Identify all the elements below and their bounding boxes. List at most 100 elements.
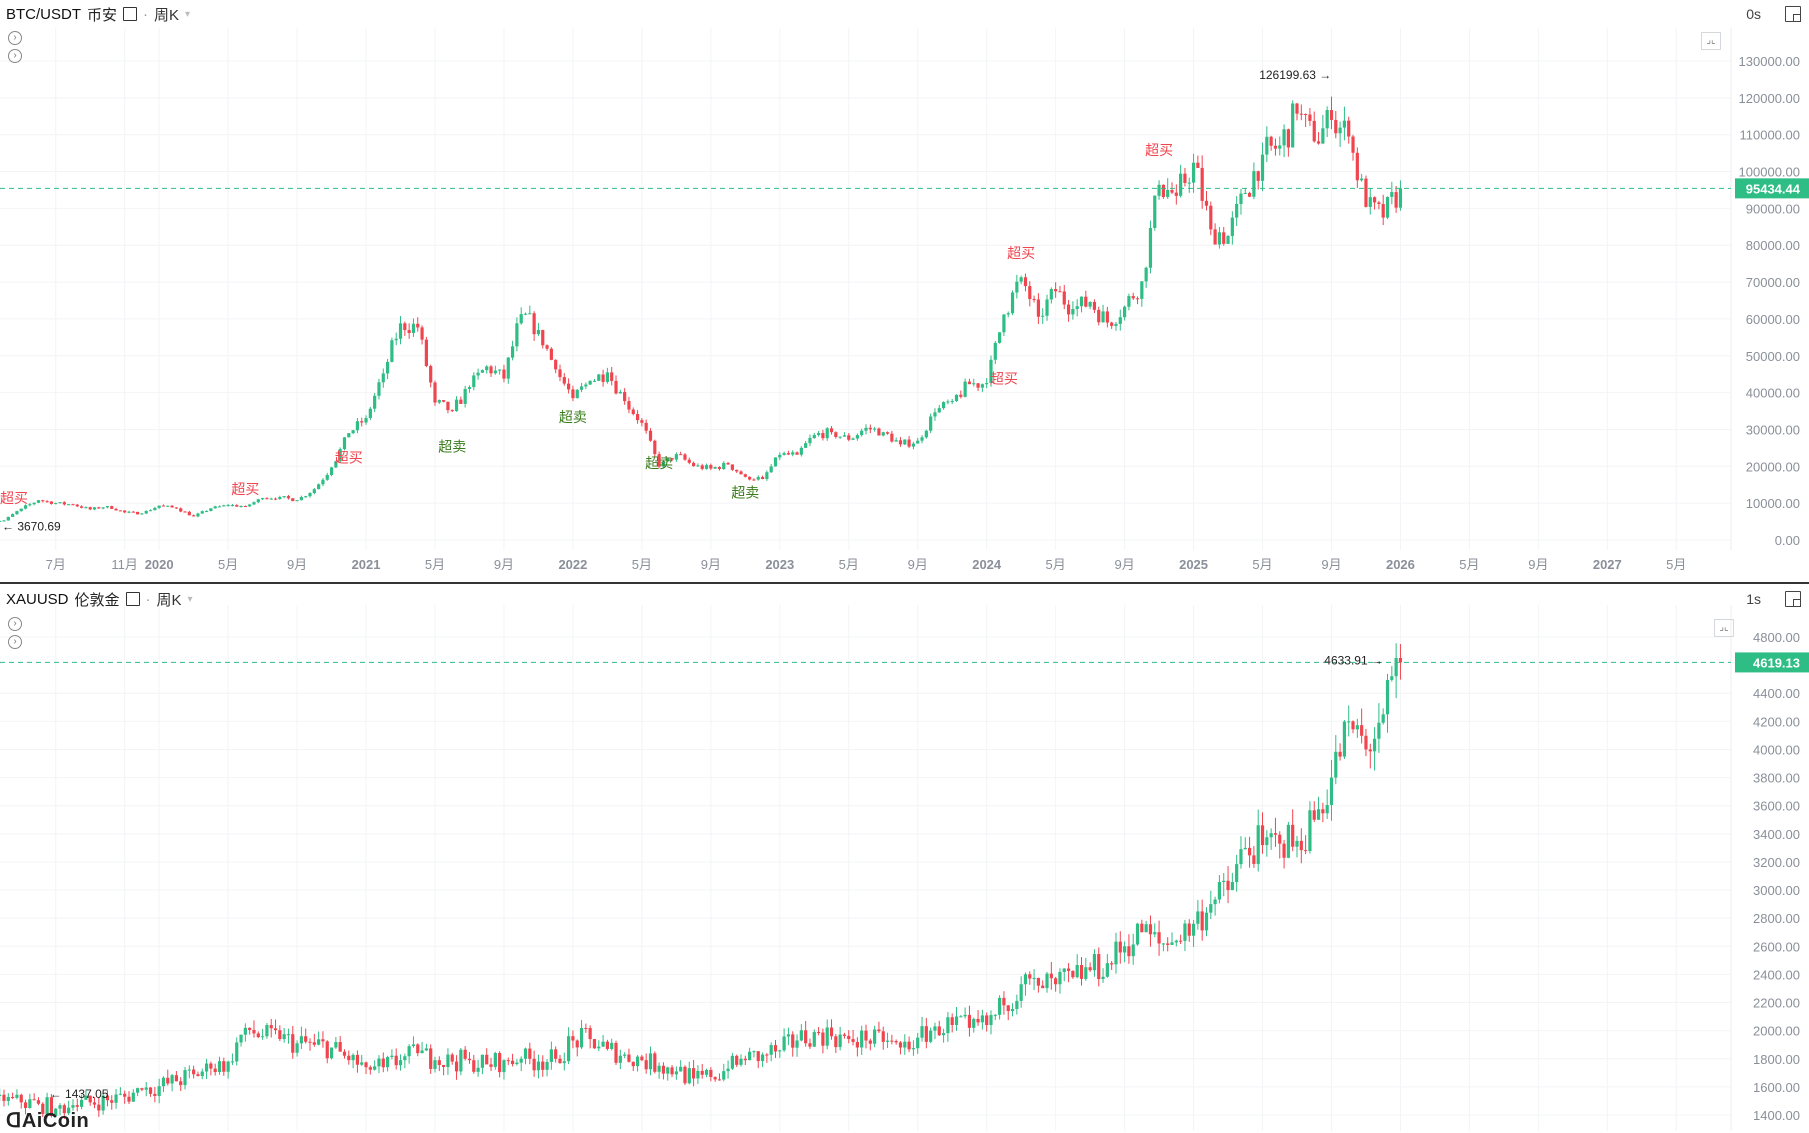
- edit-icon[interactable]: [123, 7, 138, 21]
- candle-body: [1196, 911, 1200, 924]
- candle-body: [614, 380, 618, 394]
- period-selector[interactable]: 周K: [154, 6, 180, 24]
- window-toggle-icon[interactable]: [1785, 591, 1801, 607]
- expand-indicator-icon[interactable]: ›: [8, 49, 22, 63]
- x-axis-tick-label: 2024: [972, 557, 1002, 572]
- candle-body: [1084, 296, 1088, 307]
- collapse-icon[interactable]: ⌟⌞: [1714, 619, 1734, 637]
- candle-body: [541, 329, 545, 346]
- candle-body: [334, 1042, 338, 1048]
- candle-body: [700, 1070, 704, 1075]
- candle-body: [666, 458, 670, 462]
- candle-body: [248, 1027, 252, 1030]
- x-axis-tick-label: 9月: [494, 557, 514, 572]
- expand-indicator-icon[interactable]: ›: [8, 31, 22, 45]
- collapse-icon[interactable]: ⌟⌞: [1701, 32, 1721, 50]
- x-axis-tick-label: 2025: [1179, 557, 1208, 572]
- candle-body: [1286, 129, 1290, 148]
- y-axis-tick-label: 3400.00: [1753, 827, 1800, 842]
- candle-body: [385, 1057, 390, 1068]
- candle-body: [235, 1042, 239, 1062]
- candle-body: [924, 1026, 928, 1042]
- candle-body: [967, 381, 972, 385]
- candle-body: [946, 401, 950, 403]
- candle-body: [1187, 182, 1191, 184]
- candle-body: [1023, 277, 1028, 287]
- candle-body: [937, 408, 941, 413]
- candle-body: [15, 511, 19, 515]
- candle-body: [1006, 313, 1010, 315]
- period-selector[interactable]: 周K: [156, 591, 182, 609]
- candle-body: [6, 1096, 10, 1101]
- symbol-label[interactable]: XAUUSD: [6, 590, 69, 608]
- candle-body: [1066, 968, 1071, 971]
- candle-body: [1187, 923, 1191, 936]
- y-axis-tick-label: 30000.00: [1746, 422, 1800, 437]
- candle-body: [1347, 120, 1351, 137]
- candle-body: [338, 449, 342, 462]
- candle-body: [640, 1056, 644, 1061]
- candle-body: [1062, 291, 1066, 305]
- candle-body: [1097, 954, 1101, 980]
- candle-body: [653, 1053, 657, 1072]
- chevron-down-icon[interactable]: ▾: [185, 8, 191, 20]
- candle-body: [722, 462, 726, 470]
- candle-body: [127, 511, 131, 513]
- panel-divider[interactable]: [0, 582, 1809, 584]
- candle-body: [1179, 940, 1183, 942]
- candle-body: [463, 1049, 467, 1059]
- x-axis-tick-label: 5月: [425, 557, 445, 572]
- candle-body: [368, 1067, 372, 1070]
- candle-body: [644, 1060, 648, 1070]
- candle-body: [148, 510, 153, 512]
- candle-body: [920, 1026, 924, 1038]
- candle-body: [847, 435, 851, 440]
- candle-body: [342, 437, 347, 450]
- candle-body: [1351, 136, 1355, 153]
- candle-body: [687, 459, 691, 463]
- candle-body: [1355, 725, 1359, 730]
- candle-body: [1394, 657, 1398, 677]
- candle-body: [105, 506, 110, 508]
- expand-indicator-icon[interactable]: ›: [8, 617, 22, 631]
- candle-body: [536, 1061, 541, 1071]
- candle-body: [213, 1068, 217, 1073]
- candle-body: [1226, 236, 1230, 244]
- y-axis-tick-label: 4200.00: [1753, 714, 1800, 729]
- candle-body: [885, 1040, 890, 1042]
- overbought-signal: 超买: [1007, 246, 1035, 262]
- candle-body: [433, 1060, 437, 1069]
- candle-body: [351, 1054, 355, 1061]
- candle-body: [286, 1034, 291, 1036]
- candle-body: [795, 1040, 799, 1048]
- y-axis-tick-label: 3200.00: [1753, 855, 1800, 870]
- candle-body: [1105, 963, 1109, 977]
- candle-body: [631, 1061, 635, 1067]
- y-axis-tick-label: 1600.00: [1753, 1080, 1800, 1095]
- candle-body: [489, 366, 493, 374]
- candle-body: [670, 458, 674, 460]
- candle-body: [187, 511, 191, 516]
- candle-body: [1179, 173, 1183, 196]
- candle-body: [1075, 306, 1079, 309]
- candle-body: [442, 400, 446, 402]
- candle-body: [390, 1055, 394, 1058]
- chevron-down-icon[interactable]: ▾: [187, 593, 193, 605]
- candle-body: [1308, 810, 1312, 852]
- edit-icon[interactable]: [125, 592, 140, 606]
- candle-body: [765, 472, 769, 480]
- candle-body: [1316, 141, 1321, 144]
- symbol-label[interactable]: BTC/USDT: [6, 5, 81, 23]
- candle-body: [726, 462, 730, 465]
- candle-body: [1235, 864, 1239, 883]
- candle-body: [825, 428, 829, 439]
- candle-body: [209, 508, 213, 512]
- candle-body: [1015, 1000, 1019, 1009]
- candle-body: [153, 507, 157, 511]
- candle-body: [325, 1041, 329, 1059]
- candle-body: [890, 433, 894, 442]
- window-toggle-icon[interactable]: [1785, 6, 1801, 22]
- candle-body: [696, 465, 700, 467]
- expand-indicator-icon[interactable]: ›: [8, 635, 22, 649]
